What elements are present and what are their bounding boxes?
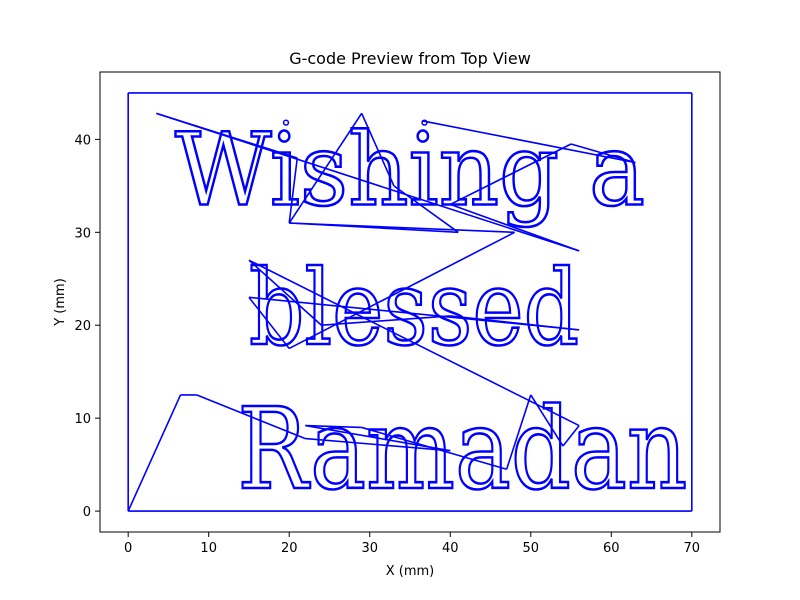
engraved-text: Wishing a blessed Ramadan (174, 110, 689, 516)
y-tick-label: 40 (74, 133, 91, 148)
plot-area (99, 71, 721, 533)
toolpath-segment (248, 296, 290, 349)
text-line-1: Wishing a (175, 111, 645, 228)
y-tick-label: 0 (83, 505, 91, 520)
y-tick-label: 10 (74, 412, 91, 427)
toolpath-segment (305, 424, 362, 429)
toolpath-segment (360, 113, 395, 187)
toolpath-segment (570, 143, 636, 164)
toolpath-segment (196, 394, 306, 440)
y-tick-label: 30 (74, 226, 91, 241)
toolpath-segment (248, 259, 322, 326)
x-tick-label: 0 (124, 541, 132, 556)
toolpath-point (421, 119, 428, 126)
toolpath-segment (248, 296, 580, 331)
toolpath-segment (288, 157, 299, 224)
toolpath-segment (305, 437, 451, 452)
toolpath-segment (127, 394, 182, 512)
toolpath-segment (449, 203, 580, 252)
toolpath-segment (288, 231, 516, 350)
x-tick-label: 60 (603, 541, 620, 556)
y-axis: 0 10 20 30 40 (74, 133, 100, 520)
y-axis-label: Y (mm) (53, 278, 68, 327)
toolpath-segment (156, 112, 580, 252)
toolpath-segment (361, 426, 507, 471)
toolpath-point (282, 119, 290, 126)
text-line-2: blessed (249, 247, 579, 369)
y-tick-label: 20 (74, 319, 91, 334)
toolpath-segment (449, 143, 572, 206)
toolpath-segment (289, 222, 459, 234)
toolpath-segment (421, 120, 636, 164)
x-tick-label: 70 (684, 541, 701, 556)
text-line-3: Ramadan (237, 385, 687, 515)
x-tick-label: 20 (281, 541, 298, 556)
toolpath-segment (321, 315, 451, 327)
toolpath-layer (127, 92, 693, 512)
chart-title: G-code Preview from Top View (289, 49, 531, 68)
x-axis: 0 10 20 30 40 50 60 70 (124, 532, 700, 556)
x-axis-label: X (mm) (386, 564, 435, 579)
toolpath-segment (505, 394, 532, 470)
toolpath-segment (562, 425, 580, 447)
x-tick-label: 30 (361, 541, 378, 556)
x-tick-label: 50 (523, 541, 540, 556)
x-tick-label: 10 (200, 541, 217, 556)
x-tick-label: 40 (442, 541, 459, 556)
toolpath-segment (248, 259, 580, 427)
